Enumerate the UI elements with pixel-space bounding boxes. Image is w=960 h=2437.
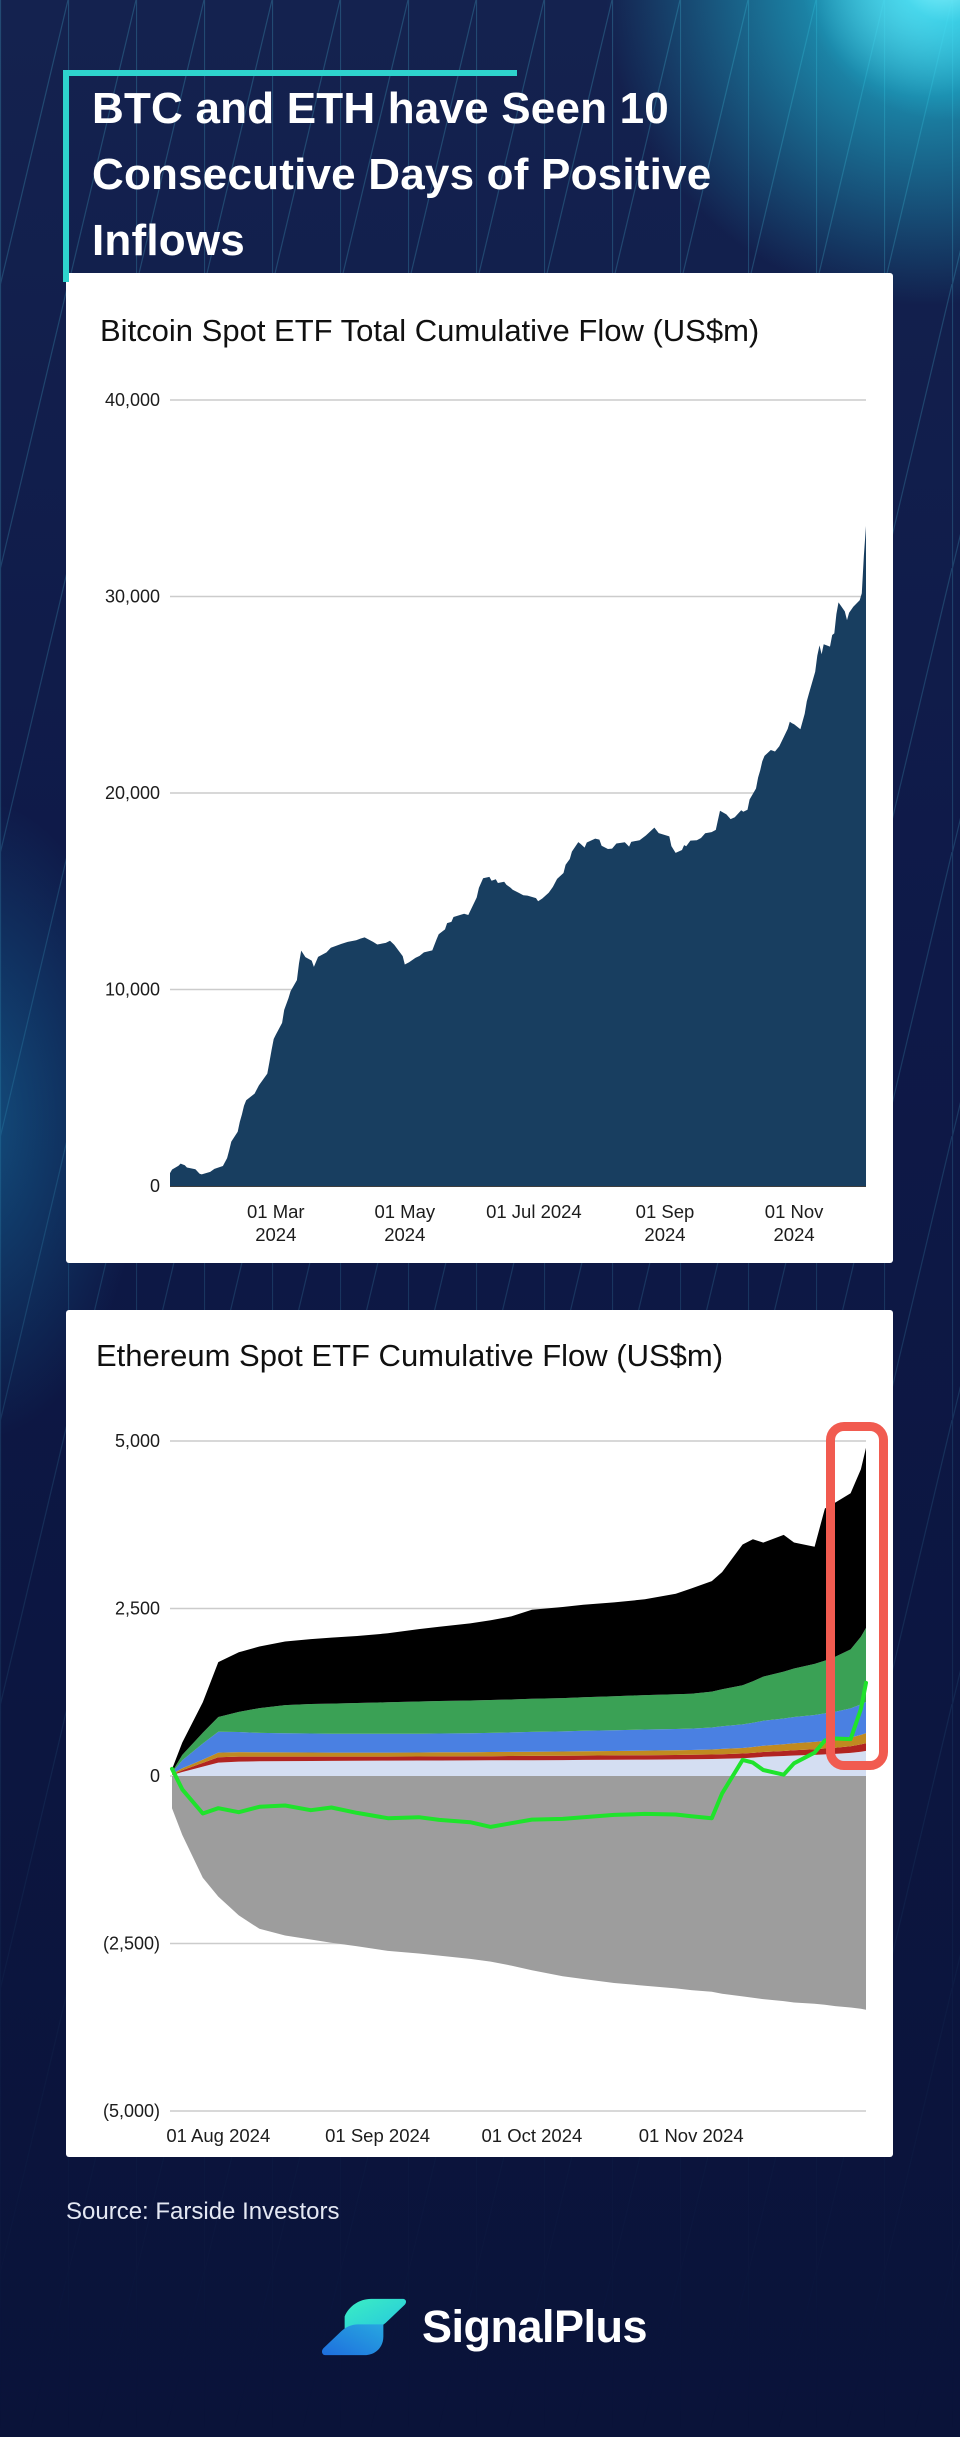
band-gold: [172, 1733, 866, 1775]
band-gray: [172, 1776, 866, 2010]
y-tick-label: 20,000: [105, 783, 160, 803]
band-lavender: [172, 1750, 866, 1776]
ethereum-card: Ethereum Spot ETF Cumulative Flow (US$m)…: [66, 1310, 893, 2157]
bitcoin-card: Bitcoin Spot ETF Total Cumulative Flow (…: [66, 273, 893, 1263]
y-tick-label: 2,500: [115, 1599, 160, 1619]
y-tick-label: (5,000): [103, 2101, 160, 2121]
source-note: Source: Farside Investors: [66, 2198, 340, 2225]
cumulative-flow-area: [170, 526, 866, 1186]
x-tick-label: 01 Mar 2024: [247, 1201, 305, 1245]
signalplus-logo-icon: [321, 2298, 407, 2356]
x-tick-label: 01 Aug 2024: [166, 2125, 270, 2146]
y-tick-label: 10,000: [105, 980, 160, 1000]
y-tick-label: 0: [150, 1176, 160, 1196]
y-tick-label: 30,000: [105, 587, 160, 607]
x-tick-label: 01 Sep 2024: [325, 2125, 430, 2146]
bitcoin-chart-plot: 40,000 30,000 20,000 10,000 0 01 Mar 2024 01 Ma…: [105, 390, 866, 1245]
title-bracket-top: [63, 70, 517, 76]
page-title-line2: Consecutive Days of Positive Inflows: [92, 150, 712, 265]
total-net-flow-line: [170, 1680, 868, 1829]
band-black: [172, 1447, 866, 1772]
bitcoin-chart-title: Bitcoin Spot ETF Total Cumulative Flow (…: [100, 313, 760, 348]
signalplus-logo: SignalPlus: [320, 2292, 648, 2362]
y-tick-label: 0: [150, 1766, 160, 1786]
x-tick-label: 01 Nov 2024: [639, 2125, 744, 2146]
band-blue: [172, 1702, 866, 1774]
y-tick-label: (2,500): [103, 1934, 160, 1954]
page-title-line1: BTC and ETH have Seen 10: [92, 84, 669, 133]
x-tick-label: 01 May 2024: [374, 1201, 435, 1245]
ethereum-chart-title: Ethereum Spot ETF Cumulative Flow (US$m): [96, 1338, 724, 1373]
highlight-box: [826, 1422, 888, 1770]
y-tick-label: 5,000: [115, 1431, 160, 1451]
x-tick-label: 01 Nov 2024: [765, 1201, 824, 1245]
x-tick-label: 01 Oct 2024: [482, 2125, 583, 2146]
band-dark-red: [172, 1743, 866, 1775]
x-tick-label: 01 Jul 2024: [486, 1201, 582, 1222]
x-tick-label: 01 Sep 2024: [636, 1201, 695, 1245]
ethereum-chart-plot: 5,000 2,500 0 (2,500) (5,000) 01 Aug 2024 01 S…: [103, 1431, 868, 2146]
signalplus-wordmark: SignalPlus: [422, 2301, 648, 2352]
title-bracket-left: [63, 70, 69, 282]
page-title: BTC and ETH have Seen 10 Consecutive Days…: [92, 76, 832, 274]
y-tick-label: 40,000: [105, 390, 160, 410]
band-green: [172, 1627, 866, 1773]
